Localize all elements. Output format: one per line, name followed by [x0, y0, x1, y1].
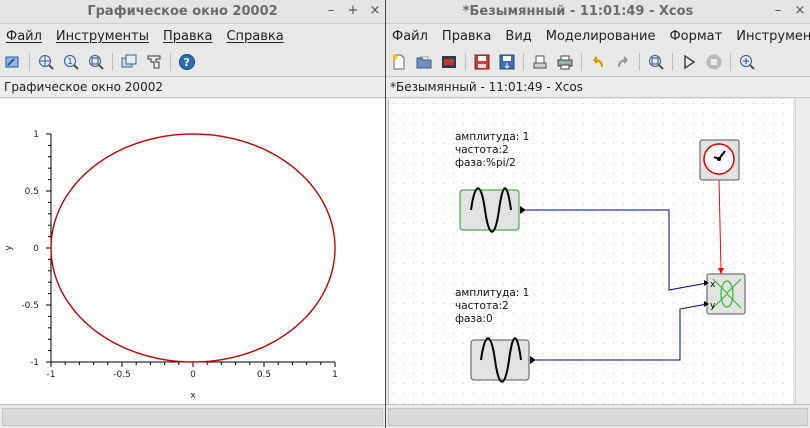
- gen1-param-frequency: частота:2: [455, 144, 509, 156]
- menu-edit[interactable]: Правка: [441, 28, 492, 44]
- start-simulation-icon[interactable]: [678, 51, 700, 73]
- close-button[interactable]: ×: [794, 3, 806, 18]
- zoom-region-icon[interactable]: [2, 51, 24, 73]
- xcos-menubar: Файл Правка Вид Моделирование Формат Инс…: [386, 24, 810, 48]
- menu-edit[interactable]: Правка: [162, 28, 213, 44]
- y-tick-label: 1: [33, 130, 39, 140]
- graphic-window-menubar: Файл Инструменты Правка Справка: [0, 24, 385, 48]
- menu-tools[interactable]: Инструменты: [55, 28, 149, 44]
- svg-text:?: ?: [184, 56, 190, 69]
- x-tick-label: 0.5: [257, 370, 271, 380]
- redo-icon[interactable]: [612, 51, 634, 73]
- menu-format[interactable]: Формат: [669, 28, 723, 44]
- menu-simulation[interactable]: Моделирование: [545, 28, 656, 44]
- y-tick-label: 0: [33, 244, 39, 254]
- menu-tools[interactable]: Инструменты: [736, 28, 810, 44]
- axes: [50, 134, 335, 363]
- y-tick-label: 0.5: [25, 187, 39, 197]
- gen1-param-amplitude: амплитуда: 1: [455, 131, 529, 143]
- scope-port-y: y: [710, 301, 716, 311]
- graphic-window-subtitle: Графическое окно 20002: [0, 76, 385, 98]
- menu-help[interactable]: Справка: [226, 28, 284, 44]
- x-axis-label: x: [190, 391, 196, 401]
- zoom-in-icon[interactable]: [736, 51, 758, 73]
- sine-generator-block-1[interactable]: [459, 187, 526, 233]
- x-tick-label: -0.5: [113, 370, 131, 380]
- grid-icon[interactable]: [35, 51, 57, 73]
- xcos-title: *Безымянный - 11:01:49 - Xcos: [462, 4, 694, 19]
- open-folder-icon[interactable]: [413, 51, 435, 73]
- rotate-icon[interactable]: [118, 51, 140, 73]
- x-tick-label: -1: [47, 370, 56, 380]
- sine-wave-icon: [470, 187, 512, 233]
- xcos-window: *Безымянный - 11:01:49 - Xcos – × Файл П…: [386, 0, 810, 428]
- save-as-icon[interactable]: [496, 51, 518, 73]
- lissajous-curve: [50, 133, 336, 363]
- gen2-param-amplitude: амплитуда: 1: [455, 287, 529, 299]
- zoom-fit-icon[interactable]: [85, 51, 107, 73]
- xy-scope-block[interactable]: x y: [704, 273, 746, 315]
- x-tick-label: 0: [190, 370, 196, 380]
- x-tick-label: 1: [332, 370, 338, 380]
- vertical-scrollbar[interactable]: [795, 99, 810, 404]
- svg-text:1: 1: [68, 57, 73, 66]
- y-axis-label: y: [4, 245, 14, 251]
- zoom-in-icon[interactable]: 1: [60, 51, 82, 73]
- menu-file[interactable]: Файл: [6, 28, 42, 44]
- xcos-toolbar: [386, 49, 810, 75]
- undo-icon[interactable]: [587, 51, 609, 73]
- xcos-statusbar: [386, 404, 810, 428]
- menu-view[interactable]: Вид: [505, 28, 532, 44]
- open-recent-icon[interactable]: [438, 51, 460, 73]
- close-button[interactable]: ×: [369, 3, 381, 18]
- save-icon[interactable]: [471, 51, 493, 73]
- ticks: -1 -0.5 0 0.5 1 -1 -0.5 0 0.5 1: [21, 130, 337, 380]
- zoom-fit-icon[interactable]: [645, 51, 667, 73]
- scope-port-x: x: [710, 280, 716, 290]
- gen1-param-phase: фаза:%pi/2: [455, 157, 516, 169]
- graphic-window-title: Графическое окно 20002: [87, 4, 278, 19]
- minimize-button[interactable]: –: [327, 3, 335, 18]
- diagram-svg: амплитуда: 1 частота:2 фаза:%pi/2 амплит…: [389, 99, 794, 404]
- export-icon[interactable]: [529, 51, 551, 73]
- y-tick-label: -0.5: [21, 301, 39, 311]
- sine-generator-block-2[interactable]: [470, 337, 536, 383]
- gen2-param-frequency: частота:2: [455, 300, 509, 312]
- graphic-window-statusbar: [0, 404, 385, 428]
- new-file-icon[interactable]: [388, 51, 410, 73]
- help-icon[interactable]: ?: [176, 51, 198, 73]
- gen2-param-phase: фаза:0: [455, 313, 493, 325]
- datatip-icon[interactable]: [143, 51, 165, 73]
- plot-area[interactable]: -1 -0.5 0 0.5 1 -1 -0.5 0 0.5 1 x y: [0, 99, 385, 404]
- signal-link-gen2-to-scope[interactable]: [536, 303, 708, 361]
- maximize-button[interactable]: +: [347, 3, 359, 18]
- sine-wave-icon: [480, 337, 522, 383]
- clock-block[interactable]: [699, 139, 740, 181]
- graphic-window-toolbar: 1 ?: [0, 49, 385, 75]
- graphic-window-titlebar[interactable]: Графическое окно 20002 – + ×: [0, 0, 385, 24]
- stop-simulation-icon[interactable]: [703, 51, 725, 73]
- y-tick-label: -1: [30, 358, 39, 368]
- event-link-clock-to-scope[interactable]: [718, 179, 722, 270]
- menu-file[interactable]: Файл: [392, 28, 428, 44]
- diagram-canvas[interactable]: амплитуда: 1 частота:2 фаза:%pi/2 амплит…: [388, 99, 794, 404]
- graphic-window: Графическое окно 20002 – + × Файл Инстру…: [0, 0, 385, 428]
- print-icon[interactable]: [554, 51, 576, 73]
- signal-link-gen1-to-scope[interactable]: [526, 209, 708, 291]
- minimize-button[interactable]: –: [774, 3, 782, 18]
- xcos-titlebar[interactable]: *Безымянный - 11:01:49 - Xcos – ×: [386, 0, 810, 24]
- xcos-diagram-tab[interactable]: *Безымянный - 11:01:49 - Xcos: [386, 76, 810, 98]
- plot-svg: -1 -0.5 0 0.5 1 -1 -0.5 0 0.5 1 x y: [4, 130, 338, 401]
